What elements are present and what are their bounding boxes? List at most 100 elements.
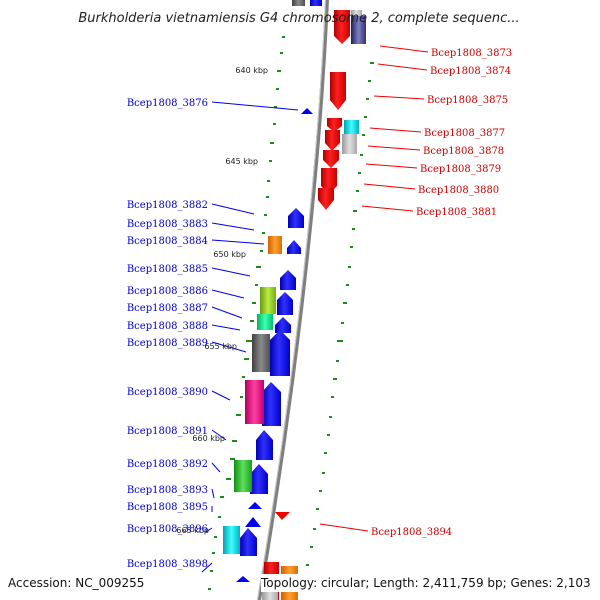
gene-label[interactable]: Bcep1808_3875	[427, 95, 508, 106]
gene-label[interactable]: Bcep1808_3889	[127, 338, 208, 349]
forward-strand-track	[223, 0, 322, 582]
label-connector	[211, 341, 247, 353]
label-connector	[369, 127, 422, 133]
gene-label[interactable]: Bcep1808_3891	[127, 426, 208, 437]
gene-arrow[interactable]	[321, 168, 337, 194]
gene-label[interactable]: Bcep1808_3890	[127, 387, 208, 398]
gene-block[interactable]	[342, 134, 357, 154]
gene-arrow[interactable]	[250, 464, 268, 494]
gene-arrow[interactable]	[256, 430, 273, 460]
label-connector	[211, 429, 227, 441]
label-connector	[211, 289, 245, 299]
label-connector	[211, 101, 299, 111]
gene-block[interactable]	[245, 380, 264, 424]
gene-label[interactable]: Bcep1808_3880	[418, 185, 499, 196]
gene-label[interactable]: Bcep1808_3877	[424, 128, 505, 139]
gene-marker[interactable]	[275, 512, 290, 520]
gene-arrow[interactable]	[270, 330, 290, 376]
gene-label[interactable]: Bcep1808_3883	[127, 219, 208, 230]
gene-arrow[interactable]	[325, 130, 340, 151]
gene-label[interactable]: Bcep1808_3895	[127, 502, 208, 513]
kbp-marker-label: 640 kbp	[235, 66, 268, 75]
kbp-marker-label: 645 kbp	[225, 157, 258, 166]
gene-block[interactable]	[268, 236, 282, 254]
gene-block[interactable]	[252, 334, 270, 372]
kbp-marker-label: 660 kbp	[192, 434, 225, 443]
gene-label[interactable]: Bcep1808_3894	[371, 527, 452, 538]
label-connector	[211, 324, 241, 331]
gene-label[interactable]: Bcep1808_3874	[430, 66, 511, 77]
gene-arrow[interactable]	[330, 72, 346, 110]
gene-label[interactable]: Bcep1808_3896	[127, 524, 208, 535]
label-connector	[211, 203, 255, 215]
gene-label[interactable]: Bcep1808_3886	[127, 286, 208, 297]
gene-block[interactable]	[234, 460, 252, 492]
gene-arrow[interactable]	[277, 292, 293, 315]
label-connector	[379, 45, 429, 53]
label-connector	[363, 183, 416, 190]
gene-block[interactable]	[344, 120, 359, 134]
label-connector	[211, 462, 221, 473]
gene-label[interactable]: Bcep1808_3881	[416, 207, 497, 218]
gene-block[interactable]	[223, 526, 240, 554]
gene-marker[interactable]	[301, 108, 313, 114]
chromosome-backbone	[257, 0, 329, 600]
kbp-marker-label: 655 kbp	[204, 342, 237, 351]
gene-block[interactable]	[351, 16, 366, 44]
gene-arrow[interactable]	[287, 240, 301, 254]
label-connector	[211, 239, 265, 245]
map-title: Burkholderia vietnamiensis G4 chromosome…	[78, 11, 519, 26]
label-connector	[367, 145, 421, 151]
gene-arrow[interactable]	[280, 270, 296, 290]
right-label-connectors	[319, 45, 429, 532]
gene-label[interactable]: Bcep1808_3888	[127, 321, 208, 332]
gene-marker[interactable]	[248, 502, 262, 509]
gene-arrow[interactable]	[288, 208, 304, 228]
label-connector	[211, 306, 243, 319]
label-connector	[377, 63, 428, 71]
label-connector	[211, 390, 231, 401]
label-connector	[205, 527, 213, 533]
gene-block[interactable]	[292, 0, 305, 6]
label-connector	[211, 267, 251, 277]
label-connector	[211, 488, 215, 499]
gene-label[interactable]: Bcep1808_3879	[420, 164, 501, 175]
gene-label[interactable]: Bcep1808_3882	[127, 200, 208, 211]
gene-label[interactable]: Bcep1808_3884	[127, 236, 208, 247]
label-connector	[201, 562, 213, 573]
gene-arrow[interactable]	[334, 10, 350, 44]
gene-label[interactable]: Bcep1808_3887	[127, 303, 208, 314]
gene-label[interactable]: Bcep1808_3873	[431, 48, 512, 59]
reverse-strand-track	[262, 10, 366, 600]
label-connector	[373, 95, 425, 100]
gene-arrow[interactable]	[323, 150, 339, 168]
gene-arrow[interactable]	[318, 188, 334, 210]
gene-label[interactable]: Bcep1808_3898	[127, 559, 208, 570]
gene-block[interactable]	[351, 10, 362, 16]
gene-block[interactable]	[257, 314, 273, 330]
label-connector	[211, 222, 255, 231]
gene-block[interactable]	[310, 0, 322, 6]
label-connector	[365, 163, 418, 169]
gene-label[interactable]: Bcep1808_3876	[127, 98, 208, 109]
label-connector	[319, 523, 369, 532]
gene-block[interactable]	[260, 287, 276, 314]
kbp-markers: 640 kbp 645 kbp 650 kbp 655 kbp 660 kbp 665 k…	[176, 66, 268, 535]
gene-arrow[interactable]	[240, 528, 257, 556]
left-label-connectors	[201, 101, 299, 573]
reverse-gene-labels: Bcep1808_3873 Bcep1808_3874 Bcep1808_3875 B…	[371, 48, 512, 538]
gene-marker[interactable]	[245, 517, 261, 527]
kbp-marker-label: 665 kbp	[176, 526, 209, 535]
gene-label[interactable]: Bcep1808_3892	[127, 459, 208, 470]
gene-label[interactable]: Bcep1808_3885	[127, 264, 208, 275]
accession-text: Accession: NC_009255	[8, 574, 145, 592]
gene-arrow[interactable]	[327, 118, 342, 132]
gene-label[interactable]: Bcep1808_3878	[423, 146, 504, 157]
gene-arrow[interactable]	[262, 382, 281, 426]
kbp-marker-label: 650 kbp	[213, 250, 246, 259]
gene-label[interactable]: Bcep1808_3893	[127, 485, 208, 496]
gc-content-track	[208, 36, 374, 590]
gene-arrow[interactable]	[275, 317, 291, 333]
gene-marker[interactable]	[236, 576, 250, 582]
